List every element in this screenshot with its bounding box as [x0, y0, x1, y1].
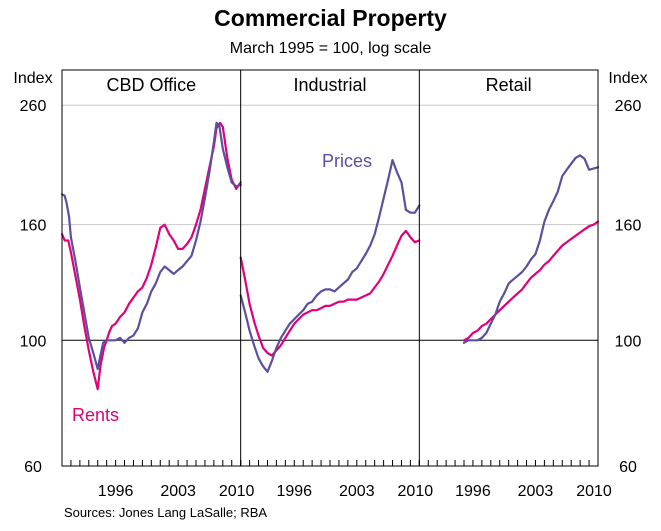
axis-layer: 60 60 100 100 160 160 260 260 Index Index 1996 2003… [13, 70, 647, 500]
y-unit-label-left: Index [13, 70, 52, 87]
x-tick-label: 1996 [98, 483, 134, 500]
y-tick-label-left: 260 [20, 98, 47, 115]
source-note: Sources: Jones Lang LaSalle; RBA [64, 505, 268, 520]
panel-title: CBD Office [106, 75, 196, 95]
grid-layer [62, 104, 598, 341]
x-tick-label: 2003 [518, 483, 554, 500]
series-line-rents-retail [462, 220, 600, 342]
series-label-rents: Rents [72, 405, 119, 425]
chart-subtitle: March 1995 = 100, log scale [229, 40, 432, 57]
series-line-prices-industrial [239, 159, 421, 373]
x-tick-label: 2010 [398, 483, 434, 500]
y-tick-label-left: 60 [24, 459, 42, 476]
y-tick-label-right: 100 [615, 333, 642, 350]
label-layer: CBD Office Industrial Retail Rents Prices [72, 75, 532, 425]
x-tick-label: 2003 [339, 483, 375, 500]
x-tick-label: 2010 [219, 483, 255, 500]
chart-title: Commercial Property [214, 5, 447, 31]
y-tick-label-right: 260 [615, 98, 642, 115]
series-line-prices-cbd-office [60, 121, 242, 371]
x-tick-label: 2003 [160, 483, 196, 500]
x-tick-label: 2010 [576, 483, 612, 500]
series-line-rents-industrial [239, 229, 421, 357]
panel-title: Retail [486, 75, 532, 95]
series-layer [60, 121, 600, 391]
x-tick-label: 1996 [455, 483, 491, 500]
y-tick-label-right: 60 [619, 459, 637, 476]
y-tick-label-left: 160 [20, 218, 47, 235]
y-unit-label-right: Index [608, 70, 647, 87]
x-tick-label: 1996 [276, 483, 312, 500]
plot-frame [61, 69, 599, 467]
series-line-rents-cbd-office [60, 121, 242, 391]
panel-dividers [240, 70, 420, 466]
y-tick-label-right: 160 [615, 218, 642, 235]
panel-title: Industrial [293, 75, 366, 95]
series-label-prices: Prices [322, 151, 372, 171]
y-tick-label-left: 100 [20, 333, 47, 350]
series-line-prices-retail [462, 154, 600, 344]
